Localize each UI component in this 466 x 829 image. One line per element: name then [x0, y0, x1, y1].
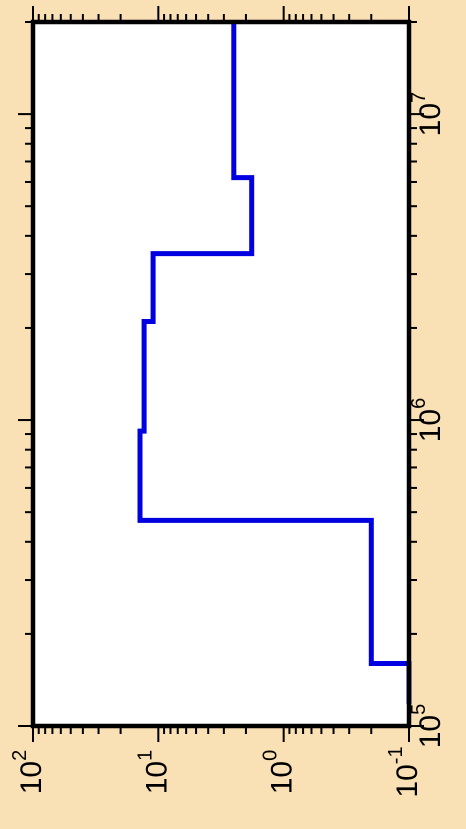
series-line	[137, 22, 412, 704]
y-tick-label-text: 10-1	[385, 746, 424, 797]
y-tick-label-text: 102	[9, 750, 48, 795]
x-tick-label: 105	[408, 704, 447, 749]
y-tick-label: 10-1	[385, 746, 424, 797]
y-tick-labels: 102 101 100 10-1	[9, 746, 424, 797]
y-tick-label-text: 100	[260, 750, 299, 795]
x-tick-label-text: 107	[408, 92, 447, 137]
x-tick-label-text: 106	[408, 398, 447, 443]
plot-area	[33, 22, 409, 726]
y-tick-label: 101	[135, 750, 174, 795]
x-tick-label-text: 105	[408, 704, 447, 749]
y-tick-label: 102	[9, 750, 48, 795]
x-tick-label: 106	[408, 398, 447, 443]
y-tick-label-text: 101	[135, 750, 174, 795]
plot-frame	[30, 19, 412, 729]
x-tick-label: 107	[408, 92, 447, 137]
y-tick-label: 100	[260, 750, 299, 795]
x-tick-labels: 105 106 107	[408, 92, 447, 748]
